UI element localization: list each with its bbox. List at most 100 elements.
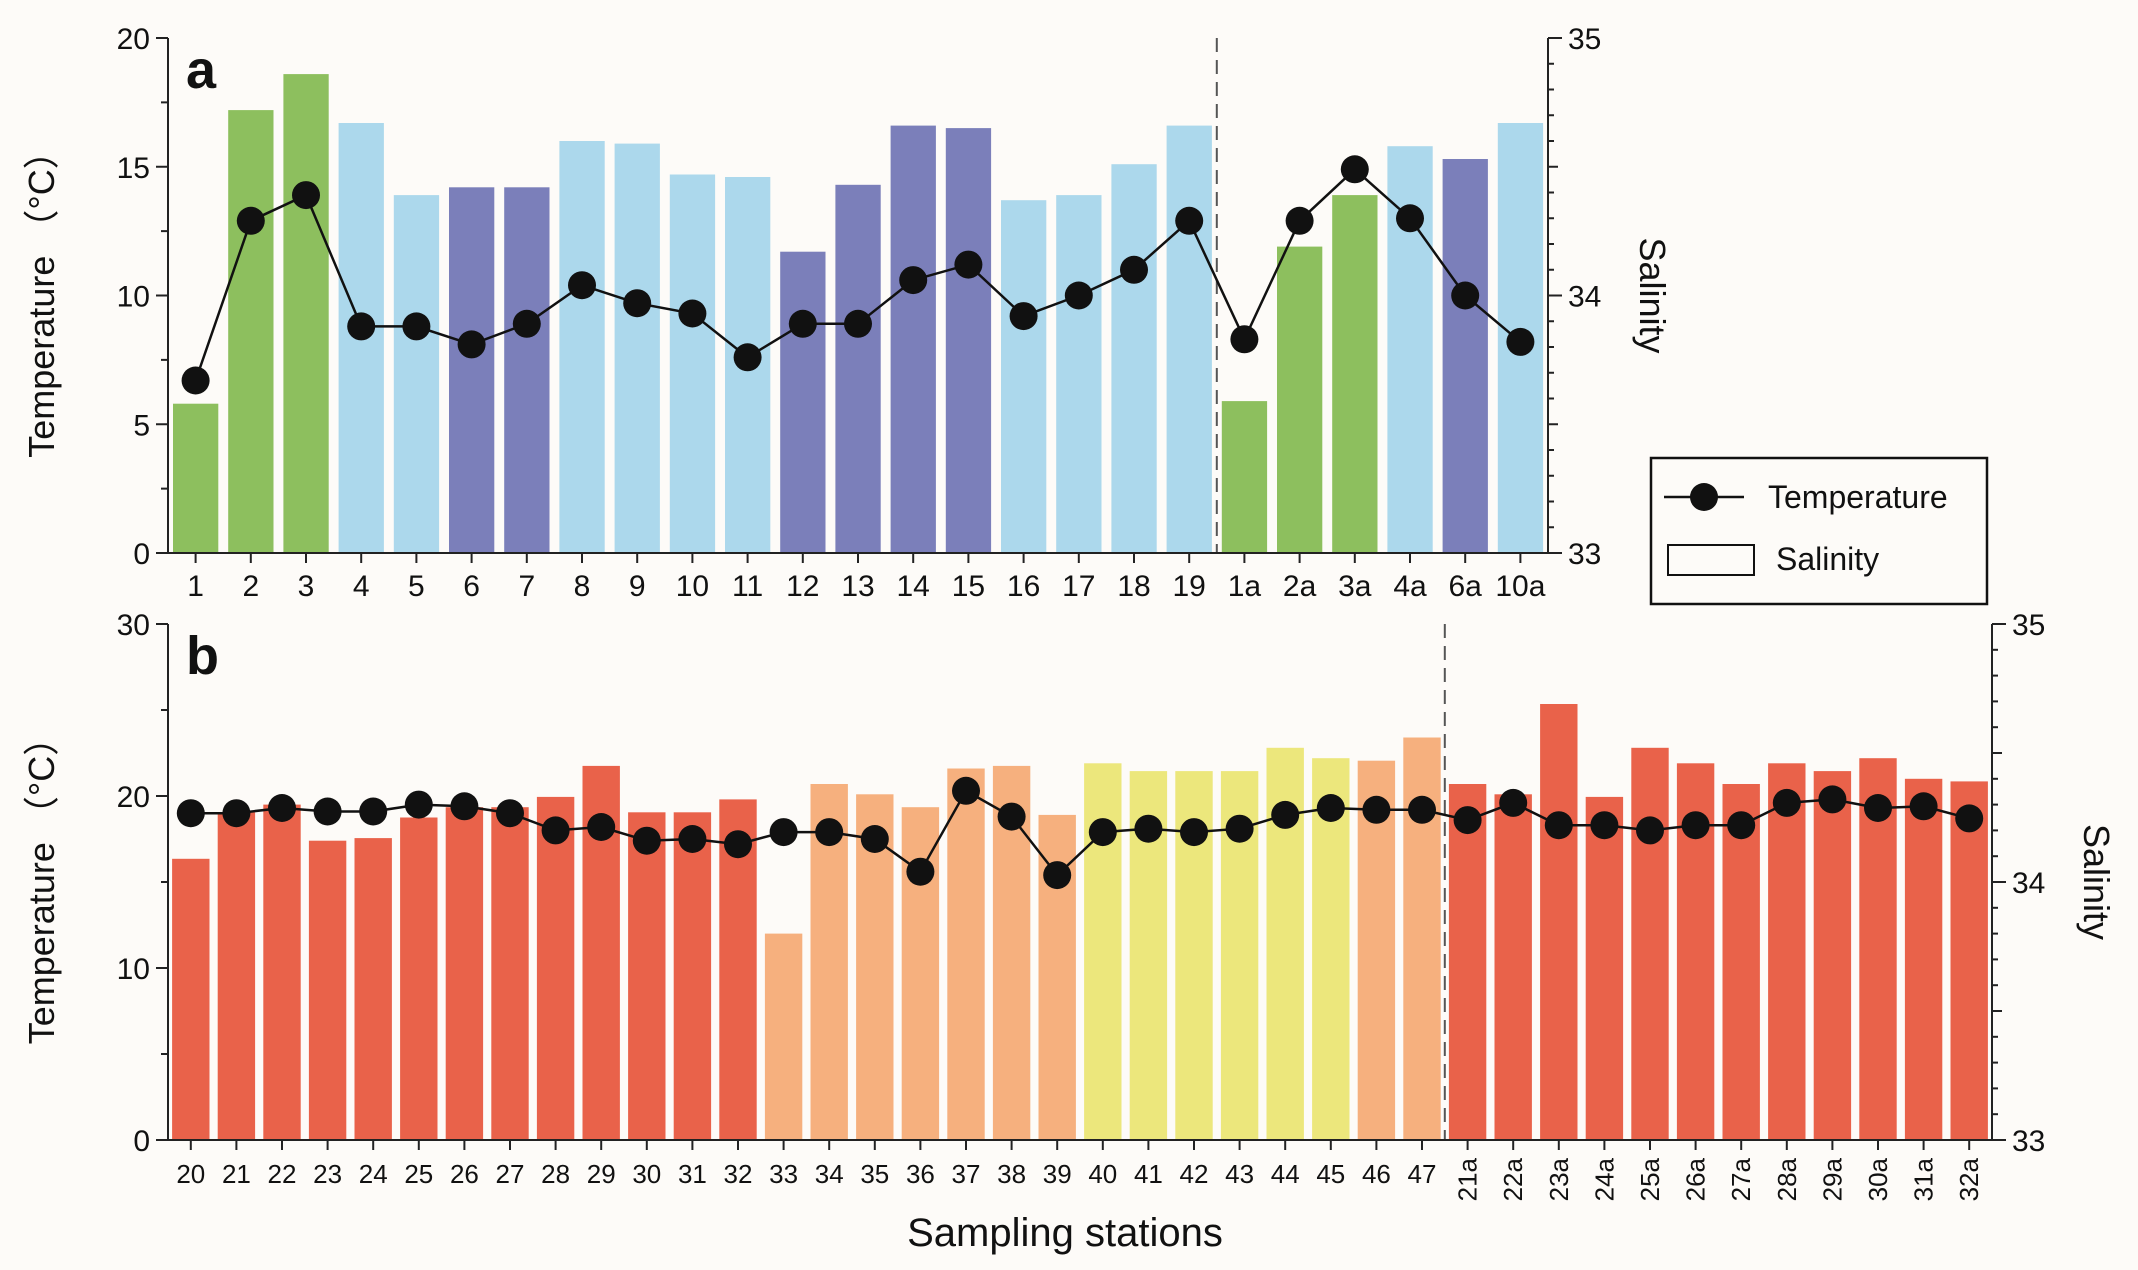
panel-a-temperature-point-9 <box>623 289 652 318</box>
panel-a-x-tick-label-15: 15 <box>952 570 985 603</box>
panel-a-temperature-point-4 <box>347 312 376 341</box>
panel-b-x-tick-label-24: 24 <box>359 1159 388 1189</box>
panel-b-x-tick-label-43: 43 <box>1225 1159 1254 1189</box>
panel-b-temperature-line <box>190 789 1970 877</box>
panel-a-x-tick-label-3a: 3a <box>1338 570 1372 603</box>
panel-a-x-tick-label-10a: 10a <box>1495 570 1545 603</box>
panel-b-salinity-bar-21 <box>217 812 256 1140</box>
panel-b-temperature-point-40 <box>1088 818 1117 847</box>
panel-a-panel-label: a <box>186 40 217 100</box>
panel-a-y-tick-label-10: 10 <box>117 281 150 314</box>
panel-a-x-tick-label-2: 2 <box>242 570 259 603</box>
panel-a-salinity-bar-1 <box>173 403 219 553</box>
panel-b-temperature-point-27 <box>496 799 524 828</box>
panel-a-temperature-point-2a <box>1285 206 1314 235</box>
panel-a-x-tick-label-19: 19 <box>1173 570 1206 603</box>
panel-a-salinity-bar-15 <box>945 128 992 553</box>
panel-b-y2-tick-label-34: 34 <box>2012 867 2045 900</box>
panel-b-temperature-point-45 <box>1316 794 1345 822</box>
panel-b-temperature-point-31a <box>1909 792 1938 821</box>
panel-b-y-tick-label-0: 0 <box>133 1125 150 1158</box>
panel-b-salinity-bar-30 <box>628 812 666 1140</box>
panel-a-x-tick-label-18: 18 <box>1117 570 1150 603</box>
panel-a-y-axis-title: Temperature （°C） <box>21 133 62 458</box>
panel-a-temperature-point-18 <box>1120 255 1148 284</box>
panel-b-temperature-point-32 <box>724 830 752 859</box>
panel-a-temperature-point-12 <box>788 309 817 338</box>
panel-b-x-tick-label-34: 34 <box>815 1159 844 1189</box>
panel-a-temperature-point-14 <box>899 266 928 295</box>
panel-b-x-tick-label-27a: 27a <box>1726 1157 1756 1201</box>
legend-salinity-swatch-icon <box>1667 544 1755 576</box>
legend-temperature-marker-icon <box>1690 483 1718 511</box>
panel-a-temperature-point-10a <box>1506 327 1535 356</box>
panel-a-salinity-bar-18 <box>1111 164 1157 553</box>
panel-b-x-tick-label-41: 41 <box>1134 1159 1163 1189</box>
panel-a-y2-tick-label-33: 33 <box>1568 538 1601 571</box>
panel-a-temperature-point-3 <box>292 181 320 210</box>
panel-b-temperature-point-42 <box>1180 818 1208 847</box>
panel-a-salinity-bar-2 <box>228 110 274 553</box>
panel-b-x-tick-label-20: 20 <box>176 1159 205 1189</box>
panel-a-temperature-point-16 <box>1009 302 1038 331</box>
panel-b-salinity-bar-33 <box>764 933 803 1140</box>
panel-b-temperature-point-31 <box>678 825 707 853</box>
panel-a-y-tick-label-15: 15 <box>117 152 150 185</box>
panel-b-temperature-point-43 <box>1225 814 1254 843</box>
panel-a-x-tick-label-17: 17 <box>1062 570 1095 603</box>
panel-b-salinity-bar-28 <box>536 796 575 1140</box>
panel-b-x-tick-label-30a: 30a <box>1863 1157 1893 1201</box>
panel-a-salinity-bar-8 <box>559 141 605 553</box>
panel-b-y-axis-title: Temperature （°C） <box>21 720 62 1045</box>
panel-b-x-tick-label-27: 27 <box>496 1159 525 1189</box>
panel-a-salinity-bar-6a <box>1442 159 1488 553</box>
panel-b-salinity-bar-24a <box>1585 796 1624 1140</box>
panel-a-salinity-bar-3 <box>283 74 329 553</box>
panel-b-salinity-bar-27a <box>1722 784 1760 1140</box>
panel-b-temperature-point-23 <box>313 797 342 826</box>
legend-salinity-label: Salinity <box>1776 541 1879 577</box>
panel-b-temperature-point-25 <box>404 790 433 819</box>
panel-a-x-tick-label-9: 9 <box>629 570 646 603</box>
panel-a-salinity-bar-12 <box>780 251 826 553</box>
panel-a-x-tick-label-6a: 6a <box>1449 570 1483 603</box>
panel-a-x-tick-label-10: 10 <box>676 570 709 603</box>
panel-a-x-tick-label-6: 6 <box>463 570 480 603</box>
panel-b-salinity-bar-29a <box>1813 771 1852 1140</box>
panel-b-x-tick-label-35: 35 <box>860 1159 889 1189</box>
panel-a-temperature-point-8 <box>568 271 596 300</box>
legend-temperature-label: Temperature <box>1768 479 1948 515</box>
panel-b-salinity-bar-37 <box>947 768 985 1140</box>
panel-b-temperature-point-23a <box>1544 811 1573 840</box>
panel-b-y2-tick-label-35: 35 <box>2012 609 2045 642</box>
panel-b-y-tick-label-20: 20 <box>117 781 150 814</box>
panel-a-temperature-point-2 <box>236 206 265 235</box>
panel-b-x-tick-label-44: 44 <box>1271 1159 1300 1189</box>
panel-b-x-tick-label-39: 39 <box>1043 1159 1072 1189</box>
panel-a-temperature-point-6a <box>1451 281 1480 310</box>
panel-a-temperature-point-6 <box>457 330 486 359</box>
panel-a-y2-tick-label-34: 34 <box>1568 281 1601 314</box>
panel-b-x-tick-label-28a: 28a <box>1772 1157 1802 1201</box>
panel-a-temperature-point-4a <box>1396 204 1424 233</box>
panel-b-x-tick-label-36: 36 <box>906 1159 935 1189</box>
panel-b-salinity-bar-23 <box>308 840 347 1140</box>
panel-b-panel-label: b <box>186 626 219 686</box>
panel-a-temperature-point-11 <box>733 343 762 372</box>
panel-b-salinity-bar-20 <box>172 858 210 1140</box>
panel-b-x-tick-label-22a: 22a <box>1498 1157 1528 1201</box>
panel-a-x-tick-label-2a: 2a <box>1283 570 1317 603</box>
panel-b-y2-tick-label-33: 33 <box>2012 1125 2045 1158</box>
legend-box <box>1649 456 1989 606</box>
panel-b-temperature-point-34 <box>815 818 844 847</box>
panel-b-temperature-point-26a <box>1681 811 1710 840</box>
panel-b-x-tick-label-24a: 24a <box>1589 1157 1619 1201</box>
panel-b-y-tick-label-10: 10 <box>117 953 150 986</box>
panel-b-x-tick-label-42: 42 <box>1180 1159 1209 1189</box>
panel-b-salinity-bar-23a <box>1540 704 1578 1140</box>
panel-a-x-tick-label-14: 14 <box>897 570 930 603</box>
panel-a-x-tick-label-12: 12 <box>786 570 819 603</box>
panel-b-temperature-point-32a <box>1955 804 1984 833</box>
panel-b-salinity-bar-25 <box>400 817 438 1140</box>
